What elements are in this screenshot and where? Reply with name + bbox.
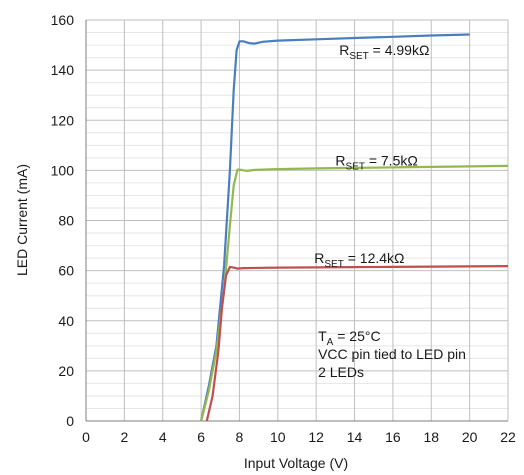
x-tick-label: 10 <box>270 429 286 445</box>
series-lines <box>200 33 509 422</box>
y-tick-label: 100 <box>51 162 75 178</box>
y-tick-label: 40 <box>58 313 74 329</box>
x-tick-label: 12 <box>308 429 324 445</box>
y-tick-label: 20 <box>58 363 74 379</box>
y-axis-title: LED Current (mA) <box>14 164 30 276</box>
x-tick-label: 2 <box>120 429 128 445</box>
series-label-1: RSET = 4.99kΩ <box>339 42 429 62</box>
x-tick-label: 14 <box>347 429 363 445</box>
series-line-3 <box>205 265 509 422</box>
annotation-line-1: TA = 25°C <box>318 328 380 348</box>
annotation-line-3: 2 LEDs <box>318 364 364 380</box>
x-tick-label: 16 <box>385 429 401 445</box>
x-tick-label: 8 <box>236 429 244 445</box>
x-tick-label: 4 <box>159 429 167 445</box>
series-label-2: RSET = 7.5kΩ <box>335 152 417 172</box>
series-labels: RSET = 4.99kΩ RSET = 7.5kΩ RSET = 12.4kΩ <box>314 42 429 270</box>
y-tick-label: 140 <box>51 62 75 78</box>
y-tick-label: 120 <box>51 112 75 128</box>
y-tick-label: 160 <box>51 12 75 28</box>
y-tick-label: 80 <box>58 213 74 229</box>
x-tick-label: 0 <box>82 429 90 445</box>
x-tick-label: 6 <box>197 429 205 445</box>
x-axis-title: Input Voltage (V) <box>244 455 348 471</box>
series-label-3: RSET = 12.4kΩ <box>314 250 404 270</box>
x-tick-label: 18 <box>423 429 439 445</box>
x-tick-label: 22 <box>500 429 516 445</box>
y-tick-label: 0 <box>66 413 74 429</box>
series-line-1 <box>200 33 470 422</box>
x-tick-label: 20 <box>462 429 478 445</box>
axes: 0 20 40 60 80 100 120 140 160 0 2 4 6 8 10 12 14 16 18 20 22 <box>51 12 516 445</box>
annotation-line-2: VCC pin tied to LED pin <box>318 346 466 362</box>
y-tick-label: 60 <box>58 263 74 279</box>
